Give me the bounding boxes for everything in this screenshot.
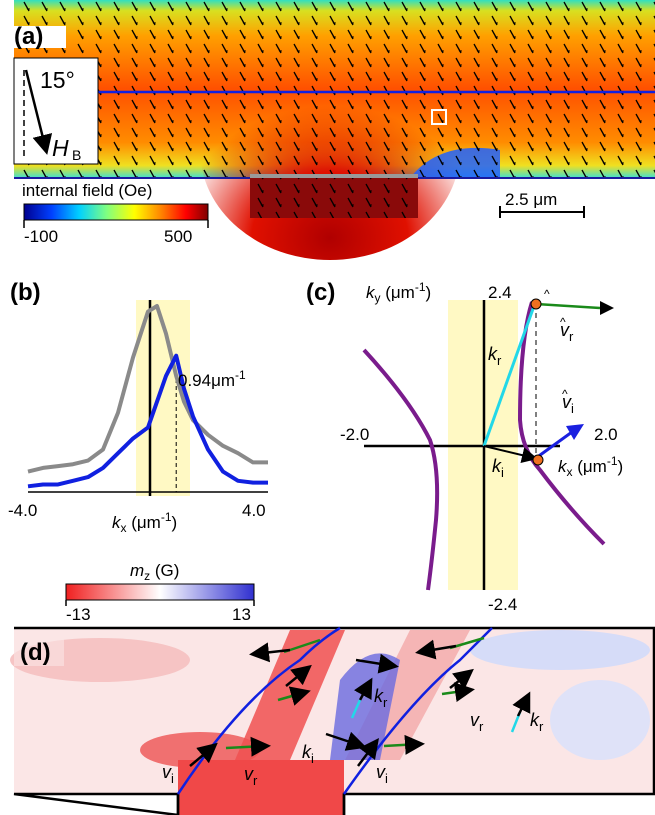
svg-text:0.94μm-1: 0.94μm-1	[178, 368, 246, 390]
svg-text:^: ^	[544, 287, 550, 301]
d-ki-label: ki	[302, 742, 314, 766]
vi-arrow-shaft	[535, 430, 573, 460]
mz-colorbar-max: 13	[232, 605, 251, 624]
c-kx-title: kx (μm-1)	[558, 454, 623, 479]
b-xtick-min: -4.0	[8, 501, 37, 520]
c-kr-label: kr	[488, 344, 502, 368]
panel-c: (c) ky (μm-1) 2.4 -2.4 -2.0 2.0 kr ki vr…	[306, 279, 623, 614]
mz-colorbar-group: mz (G) -13 13	[65, 561, 255, 624]
c-dot-top	[530, 298, 542, 310]
d-vi-arrow-2	[357, 738, 379, 767]
colorbar-max: 500	[164, 227, 192, 246]
vr-arrow-shaft	[535, 302, 601, 310]
c-xtick-left: -2.0	[340, 425, 369, 444]
selection-box	[431, 109, 447, 125]
c-ky-title: ky (μm-1)	[366, 280, 431, 305]
svg-text:^: ^	[562, 387, 568, 401]
colorbar-min: -100	[24, 227, 58, 246]
mz-colorbar	[65, 583, 255, 601]
panel-b: (b) 0.94μm-1 -4.0 4.0 kx (μm-1)	[8, 279, 268, 535]
vi-arrow-head	[566, 424, 584, 440]
panel-a: (a) 15° H B internal field (Oe) -100 500…	[13, 0, 655, 260]
colorbar-title: internal field (Oe)	[22, 181, 152, 200]
field-symbol: H	[52, 135, 69, 161]
panel-c-label: (c)	[306, 279, 335, 306]
c-ytick-bottom: -2.4	[488, 595, 517, 614]
ki-vector	[483, 445, 538, 463]
c-dot-bottom	[532, 454, 544, 466]
kr-vector	[482, 305, 536, 447]
d-vi-label-2: vi	[376, 762, 388, 786]
peak-annotation: 0.94μm	[178, 371, 235, 390]
mz-colorbar-min: -13	[66, 605, 91, 624]
d-ki-arrow	[325, 731, 367, 751]
c-vi-label: vi	[562, 392, 574, 416]
field-symbol-sub: B	[72, 147, 81, 163]
d-vi-label-1: vi	[162, 762, 174, 786]
d-kr-label-2: kr	[530, 710, 544, 734]
mz-antenna-region	[178, 760, 344, 815]
d-vr-arrow-1	[225, 736, 271, 757]
spectrum-gray	[27, 304, 268, 474]
spectrum-blue	[27, 353, 268, 489]
b-x-axis-title: kx (μm-1)	[112, 510, 177, 535]
c-vr-label: vr	[560, 320, 574, 344]
svg-text:^: ^	[560, 315, 566, 329]
panel-d: (d) vi vr kr ki vi vr kr	[10, 626, 655, 815]
panel-d-label: (d)	[20, 639, 51, 666]
c-ki-label: ki	[492, 456, 504, 480]
angle-text: 15°	[40, 67, 75, 93]
colorbar	[23, 203, 209, 221]
magnetization-arrows	[14, 0, 655, 178]
vr-arrow-head	[600, 301, 614, 315]
c-xtick-right: 2.0	[594, 425, 618, 444]
d-vr-label-1: vr	[244, 764, 258, 788]
field-direction-arrow	[24, 69, 53, 155]
mz-colorbar-title: mz (G)	[130, 561, 179, 583]
isofrequency-right	[517, 301, 606, 546]
isofrequency-left	[362, 348, 440, 591]
panel-b-label: (b)	[10, 279, 41, 306]
d-kr-label-1: kr	[374, 686, 388, 710]
panel-a-label: (a)	[14, 23, 43, 50]
b-xtick-max: 4.0	[242, 501, 266, 520]
scalebar-label: 2.5 μm	[505, 190, 557, 209]
d-vr-label-2: vr	[470, 710, 484, 734]
d-vi-arrow-1	[189, 742, 218, 767]
c-ytick-top: 2.4	[488, 283, 512, 302]
